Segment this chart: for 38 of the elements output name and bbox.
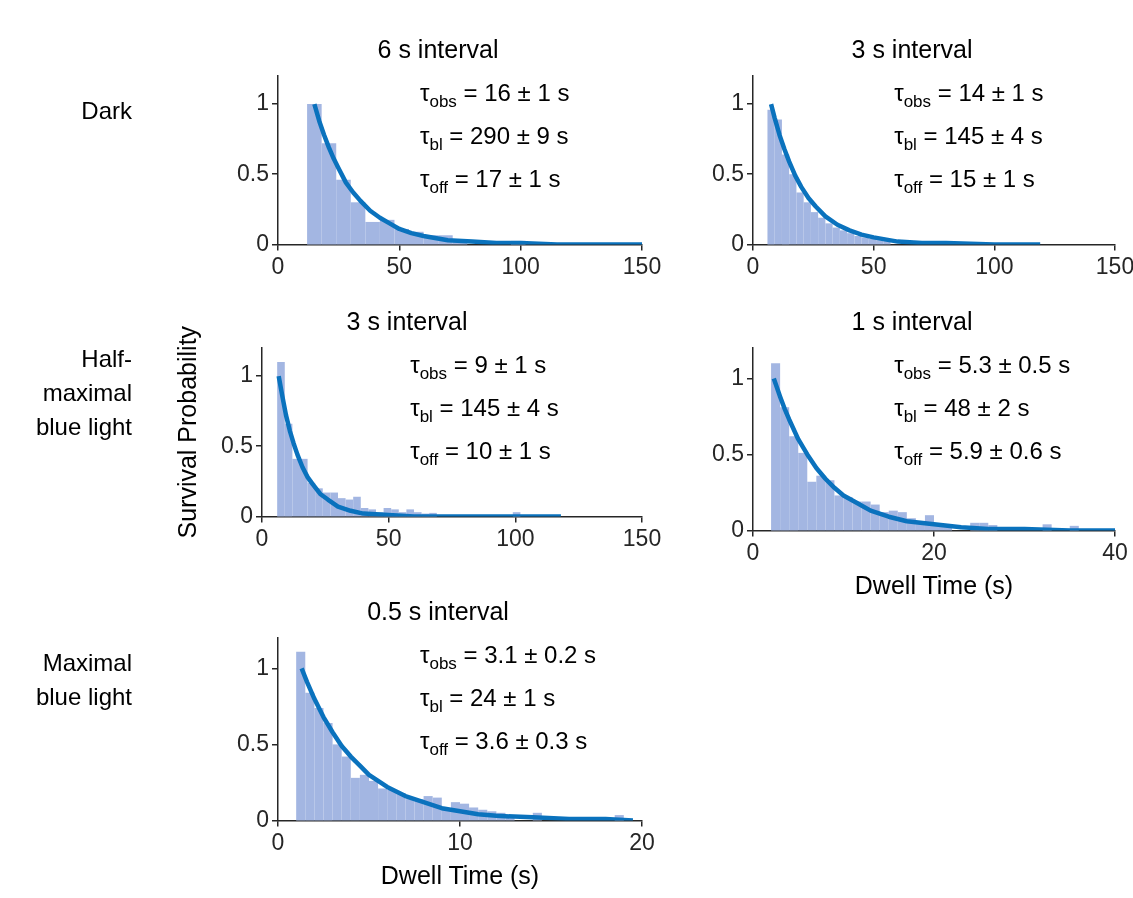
x-tick-label: 100 [496, 524, 535, 551]
y-tick-label: 1 [731, 363, 744, 390]
y-tick-label: 0.5 [711, 439, 744, 466]
chart-title: 1 s interval [851, 306, 973, 335]
y-tick-label: 1 [731, 89, 744, 116]
x-tick-label: 10 [447, 828, 473, 855]
chart-title: 3 s interval [346, 306, 468, 335]
text: Half-maximal blue light [34, 344, 132, 442]
y-tick-label: 0.5 [236, 729, 269, 756]
chart-title: 0.5 s interval [367, 596, 509, 625]
y-tick-label: 1 [240, 361, 253, 388]
y-tick-label: 0 [256, 805, 269, 832]
y-tick-label: 0.5 [236, 159, 269, 186]
x-tick-label: 150 [1095, 252, 1133, 279]
y-tick-label: 1 [256, 653, 269, 680]
x-tick-label: 50 [860, 252, 887, 279]
y-tick-label: 0.5 [220, 431, 253, 458]
x-axis-title: Dwell Time (s) [854, 570, 1014, 599]
x-tick-label: 150 [622, 252, 662, 279]
y-tick-label: 0 [256, 229, 269, 256]
chart-title: 3 s interval [851, 34, 973, 63]
y-tick-label: 1 [256, 89, 269, 116]
x-tick-label: 20 [921, 538, 947, 565]
x-axis-title: Dwell Time (s) [380, 860, 540, 889]
x-tick-label: 20 [629, 828, 655, 855]
y-tick-label: 0 [240, 501, 253, 528]
chart-title: 6 s interval [377, 34, 499, 63]
x-tick-label: 100 [501, 252, 540, 279]
x-tick-label: 40 [1102, 538, 1128, 565]
y-tick-label: 0.5 [711, 159, 744, 186]
x-tick-label: 100 [975, 252, 1014, 279]
x-tick-label: 50 [375, 524, 402, 551]
y-axis-title: Survival Probability [172, 325, 201, 539]
text: Dark [80, 96, 132, 126]
y-tick-label: 0 [731, 229, 744, 256]
text: Maximal blue light [34, 648, 132, 712]
x-tick-label: 150 [622, 524, 662, 551]
x-tick-label: 50 [386, 252, 413, 279]
